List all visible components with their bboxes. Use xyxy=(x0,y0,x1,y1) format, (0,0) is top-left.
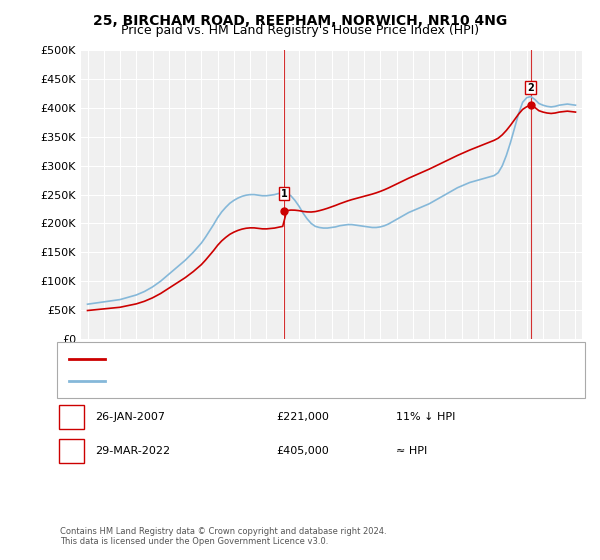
Text: 11% ↓ HPI: 11% ↓ HPI xyxy=(396,412,455,422)
Text: 25, BIRCHAM ROAD, REEPHAM, NORWICH, NR10 4NG: 25, BIRCHAM ROAD, REEPHAM, NORWICH, NR10… xyxy=(93,14,507,28)
Text: 1: 1 xyxy=(280,189,287,199)
Text: £405,000: £405,000 xyxy=(276,446,329,456)
Text: ≈ HPI: ≈ HPI xyxy=(396,446,427,456)
Text: 2: 2 xyxy=(527,82,534,92)
Text: Contains HM Land Registry data © Crown copyright and database right 2024.
This d: Contains HM Land Registry data © Crown c… xyxy=(60,526,386,546)
Text: HPI: Average price, detached house, Broadland: HPI: Average price, detached house, Broa… xyxy=(111,376,341,386)
Text: 25, BIRCHAM ROAD, REEPHAM, NORWICH, NR10 4NG (detached house): 25, BIRCHAM ROAD, REEPHAM, NORWICH, NR10… xyxy=(111,353,461,363)
Text: 2: 2 xyxy=(68,446,75,456)
Text: Price paid vs. HM Land Registry's House Price Index (HPI): Price paid vs. HM Land Registry's House … xyxy=(121,24,479,36)
Text: 29-MAR-2022: 29-MAR-2022 xyxy=(95,446,170,456)
Text: 1: 1 xyxy=(68,412,75,422)
Text: 26-JAN-2007: 26-JAN-2007 xyxy=(95,412,165,422)
Text: £221,000: £221,000 xyxy=(276,412,329,422)
